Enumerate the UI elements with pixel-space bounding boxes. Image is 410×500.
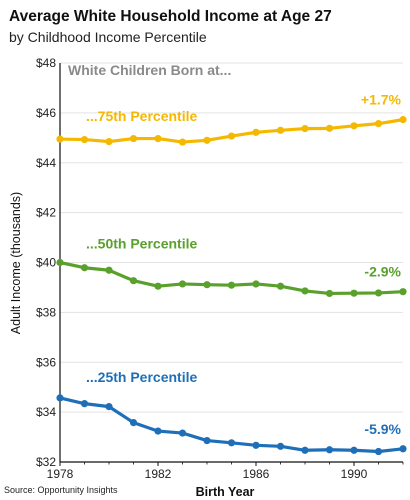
x-tick-label: 1990 xyxy=(341,467,368,481)
data-point xyxy=(105,266,113,274)
series-change-label: -5.9% xyxy=(364,421,401,437)
data-point xyxy=(301,446,309,454)
data-point xyxy=(252,441,260,449)
data-point xyxy=(227,439,236,447)
y-tick-label: $44 xyxy=(36,156,56,170)
x-tick-label: 1986 xyxy=(243,467,270,481)
series-change-label: +1.7% xyxy=(361,92,402,108)
x-tick-label: 1982 xyxy=(145,467,172,481)
y-axis-label: Adult Income (thousands) xyxy=(9,192,23,334)
series-change-label: -2.9% xyxy=(364,264,401,280)
data-point xyxy=(227,132,236,140)
data-point xyxy=(56,135,64,143)
data-point xyxy=(154,427,162,435)
data-point xyxy=(301,124,309,133)
y-tick-label: $38 xyxy=(36,305,56,319)
y-tick-label: $42 xyxy=(36,206,56,220)
data-point xyxy=(325,289,334,298)
data-point xyxy=(105,403,113,411)
annotation-text: White Children Born at... xyxy=(68,62,231,78)
data-point xyxy=(276,282,285,290)
data-point xyxy=(129,134,138,143)
data-point xyxy=(252,280,260,288)
series-name-label: ...25th Percentile xyxy=(86,369,197,385)
data-point xyxy=(301,287,309,295)
data-point xyxy=(178,280,187,288)
data-point xyxy=(399,445,407,453)
x-axis-label: Birth Year xyxy=(196,485,255,499)
data-point xyxy=(350,446,358,454)
series-labels: ...75th Percentile +1.7% ...50th Percentil… xyxy=(86,92,402,437)
data-point xyxy=(276,442,285,450)
axes: $32 $34 $36 $38 $40 $42 $44 $46 $48 1978 1982 1986 1… xyxy=(36,56,404,481)
data-point xyxy=(399,288,407,296)
y-tick-label: $48 xyxy=(36,56,56,70)
data-point xyxy=(203,281,211,289)
series-name-label: ...75th Percentile xyxy=(86,108,197,124)
data-point xyxy=(252,128,260,136)
data-point xyxy=(56,394,64,402)
y-tick-label: $46 xyxy=(36,106,56,120)
data-point xyxy=(374,119,383,128)
data-point xyxy=(154,134,162,143)
data-point xyxy=(276,126,285,134)
chart-subtitle: by Childhood Income Percentile xyxy=(9,29,207,45)
data-point xyxy=(203,436,211,445)
source-note: Source: Opportunity Insights xyxy=(4,485,118,495)
data-point xyxy=(129,418,138,427)
series-name-label: ...50th Percentile xyxy=(86,236,197,252)
y-tick-label: $34 xyxy=(36,405,56,419)
data-point xyxy=(325,446,334,454)
data-point xyxy=(325,124,334,132)
data-point xyxy=(374,289,383,297)
data-point xyxy=(399,116,407,124)
y-tick-label: $36 xyxy=(36,355,56,369)
y-tick-label: $40 xyxy=(36,256,56,270)
x-tick-label: 1978 xyxy=(47,467,74,481)
chart-title: Average White Household Income at Age 27 xyxy=(9,8,332,25)
data-point xyxy=(80,135,89,144)
data-point xyxy=(203,136,211,144)
data-point xyxy=(350,122,358,130)
series-lines xyxy=(56,116,407,456)
data-point xyxy=(178,138,187,146)
y-tick-label: $32 xyxy=(36,455,56,469)
data-point xyxy=(80,264,89,272)
data-point xyxy=(129,277,138,285)
data-point xyxy=(80,400,89,408)
data-point xyxy=(374,447,383,456)
data-point xyxy=(56,258,64,267)
data-point xyxy=(178,429,187,437)
data-point xyxy=(154,282,162,290)
data-point xyxy=(227,281,236,289)
data-point xyxy=(105,137,113,146)
data-point xyxy=(350,289,358,297)
